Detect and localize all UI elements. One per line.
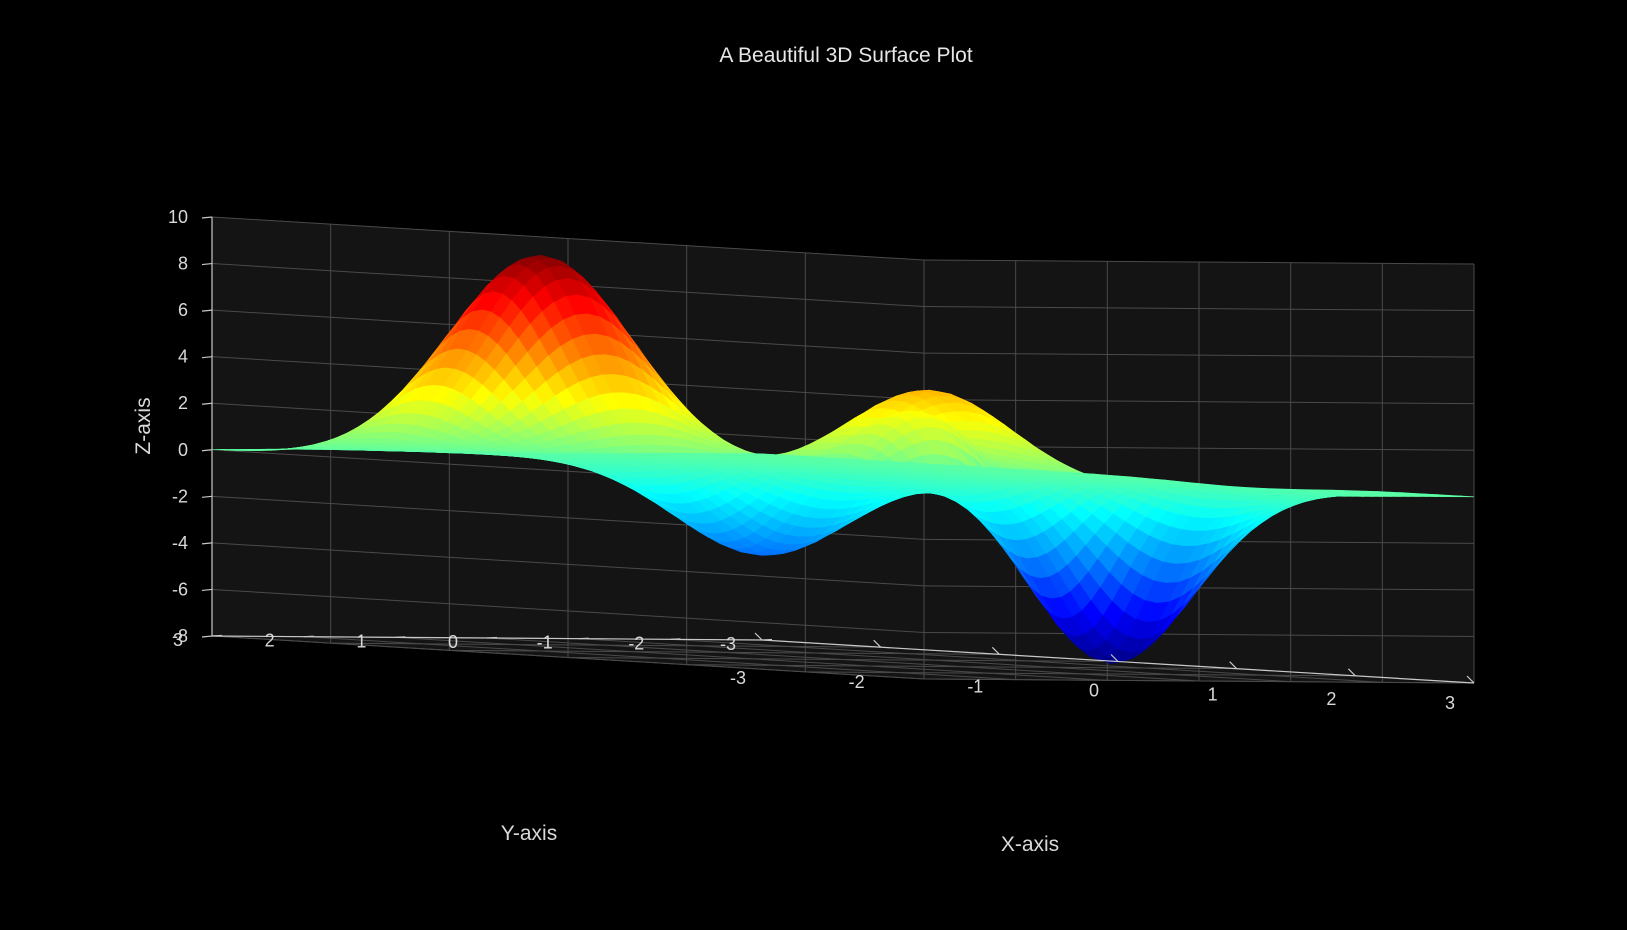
y-tick-mark	[486, 636, 498, 639]
z-tick-mark	[201, 542, 213, 545]
x-tick-label: 2	[1326, 689, 1336, 709]
y-tick-mark	[303, 635, 314, 638]
back-gridline-z	[211, 216, 925, 261]
x-tick-mark	[873, 639, 882, 648]
z-tick-mark	[201, 588, 213, 592]
y-tick-mark	[578, 637, 589, 640]
z-tick-label: -8	[172, 626, 188, 646]
z-tick-mark	[201, 449, 213, 452]
side-gridline-z	[923, 399, 1475, 405]
chart-title: A Beautiful 3D Surface Plot	[719, 44, 972, 67]
side-gridline-z	[923, 306, 1475, 312]
floor-gridline-y	[486, 637, 1200, 682]
y-tick-label: -3	[720, 634, 736, 654]
x-tick-label: -2	[849, 672, 865, 692]
y-tick-label: -1	[537, 633, 553, 653]
y-tick-label: -2	[628, 633, 644, 653]
y-tick-label: 1	[356, 631, 366, 651]
y-tick-label: 0	[448, 632, 458, 652]
z-tick-mark	[201, 402, 213, 405]
x-tick-mark	[1347, 668, 1356, 677]
side-gridline-z	[923, 352, 1475, 358]
back-gridline-z	[211, 542, 925, 587]
y-tick-label: 3	[173, 630, 183, 650]
floor-gridline-y	[303, 636, 1016, 681]
x-tick-label: 3	[1445, 693, 1455, 713]
z-tick-mark	[201, 309, 213, 312]
surface-mesh	[211, 254, 1475, 664]
side-gridline-z	[923, 631, 1475, 637]
back-gridline-z	[211, 635, 925, 680]
z-tick-label: 2	[178, 393, 188, 413]
floor-gridline-y	[670, 638, 1383, 683]
z-tick-label: 0	[178, 440, 188, 460]
y-tick-mark	[761, 638, 773, 641]
z-axis-label: Z-axis	[132, 397, 155, 454]
z-tick-label: -6	[172, 579, 188, 599]
x-axis-label: X-axis	[1001, 833, 1059, 856]
y-axis-label: Y-axis	[501, 822, 557, 845]
side-gridline-z	[923, 259, 1475, 265]
x-tick-label: -1	[967, 676, 983, 696]
z-tick-mark	[201, 635, 213, 638]
z-tick-label: 4	[178, 347, 188, 367]
x-tick-label: 0	[1089, 681, 1099, 701]
z-tick-label: 10	[168, 207, 188, 227]
back-gridline-z	[211, 588, 925, 633]
z-tick-label: -4	[172, 533, 188, 553]
z-tick-mark	[201, 262, 213, 266]
floor-gridline-y	[578, 638, 1291, 683]
x-tick-mark	[754, 632, 763, 641]
x-tick-mark	[1229, 661, 1238, 670]
y-tick-mark	[670, 638, 681, 640]
z-tick-label: -2	[172, 486, 188, 506]
x-tick-mark	[1110, 654, 1119, 662]
floor-gridline-y	[395, 636, 1108, 681]
z-tick-label: 6	[178, 300, 188, 320]
x-tick-mark	[1466, 675, 1475, 684]
y-tick-mark	[211, 634, 223, 637]
surface-patch	[752, 453, 774, 455]
z-tick-mark	[201, 495, 213, 498]
z-tick-mark	[201, 356, 213, 359]
z-tick-mark	[201, 216, 213, 219]
x-tick-label: 1	[1208, 685, 1218, 705]
side-gridline-z	[923, 678, 1475, 684]
y-tick-label: 2	[265, 631, 275, 651]
x-tick-mark	[991, 646, 1000, 655]
z-tick-label: 8	[178, 254, 188, 274]
x-tick-label: -3	[730, 668, 746, 688]
y-tick-mark	[395, 636, 406, 638]
